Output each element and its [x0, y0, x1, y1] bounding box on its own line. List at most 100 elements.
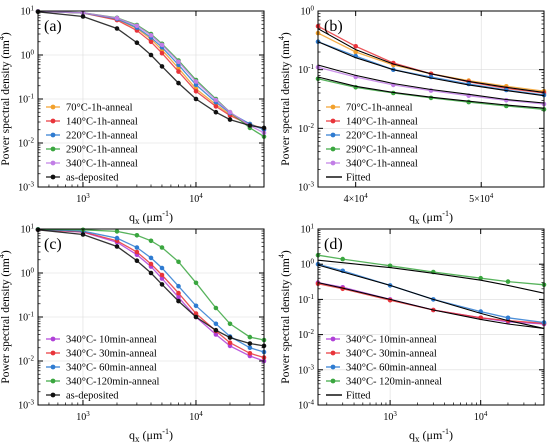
y-tick-exponent: -2: [308, 122, 314, 130]
fitted-line: [317, 264, 545, 329]
data-point: [227, 343, 233, 349]
x-axis-label-exponent: -1: [442, 209, 449, 218]
series-line: [317, 25, 545, 94]
data-point: [213, 321, 219, 327]
data-point: [193, 314, 199, 320]
legend-swatch-marker: [50, 104, 56, 110]
data-point: [505, 279, 511, 284]
series-line: [317, 254, 545, 286]
x-axis-label-subscript: x: [415, 216, 420, 226]
x-tick-exponent: 3: [86, 192, 90, 200]
legend-label: as-deposited: [66, 173, 119, 184]
y-tick-exponent: -2: [308, 328, 314, 336]
legend-swatch-marker: [330, 146, 336, 152]
data-point: [193, 303, 199, 309]
fitted-line: [317, 28, 545, 93]
legend-label: 340°C-120min-anneal: [66, 377, 160, 388]
legend-label: 340°C- 60min-anneal: [346, 363, 437, 374]
x-axis-label: qx (μm-1): [409, 427, 453, 443]
data-point: [478, 275, 484, 281]
x-tick-exponent: 4: [484, 410, 488, 418]
data-point: [148, 261, 154, 267]
data-point: [193, 96, 199, 102]
legend-label: 340°C- 60min-anneal: [66, 363, 157, 374]
x-axis-label: qx (μm-1): [409, 209, 453, 226]
x-axis-label-subscript: x: [415, 434, 420, 443]
legend-label: 340°C- 30min-anneal: [346, 349, 437, 360]
data-point: [193, 311, 199, 316]
data-point: [213, 305, 219, 311]
y-tick-label: 101: [301, 223, 315, 236]
x-tick-exponent: 4: [199, 192, 203, 200]
data-point: [114, 244, 120, 249]
data-point: [159, 276, 165, 281]
x-axis-label-close: ): [449, 428, 453, 442]
y-axis-label-exponent: 4: [277, 36, 286, 40]
data-point: [80, 232, 86, 237]
legend-swatch-marker: [330, 378, 336, 384]
y-tick-exponent: -3: [28, 181, 34, 189]
data-point: [247, 351, 253, 356]
data-point: [176, 80, 181, 86]
data-point: [80, 14, 86, 19]
series-line: [37, 10, 265, 130]
x-axis-label: qx (μm-1): [129, 427, 173, 443]
x-tick-label: 103: [76, 192, 90, 205]
y-tick-exponent: 1: [31, 5, 35, 13]
data-point: [504, 98, 509, 103]
data-point: [159, 42, 165, 48]
y-tick-exponent: -1: [28, 93, 34, 101]
series-line: [37, 229, 265, 347]
x-axis-label-close: ): [449, 210, 453, 224]
legend-label: 140°C-1h-anneal: [66, 117, 138, 128]
series-line: [37, 228, 265, 341]
data-point: [148, 39, 154, 45]
x-axis-label: qx (μm-1): [129, 209, 173, 226]
y-tick-label: 10-3: [298, 363, 314, 376]
y-axis-label: Power spectral density (nm4): [0, 32, 12, 166]
y-axis-label-close: ): [280, 32, 292, 36]
data-point: [213, 97, 219, 103]
data-point: [193, 79, 199, 84]
x-tick-label: 104: [189, 192, 203, 205]
x-axis-label-unit: (μm: [140, 428, 163, 442]
data-point: [353, 49, 359, 55]
data-point: [114, 229, 120, 234]
data-point: [148, 270, 154, 276]
data-point: [176, 69, 181, 74]
y-tick-exponent: 0: [31, 267, 35, 275]
y-tick-exponent: -2: [28, 355, 34, 363]
legend-label: 340°C- 30min-anneal: [66, 349, 157, 360]
legend-swatch-marker: [330, 160, 336, 166]
y-tick-exponent: -4: [308, 399, 314, 407]
legend-swatch-marker: [330, 336, 336, 342]
data-point: [193, 89, 199, 94]
x-axis-label-unit: (μm: [140, 210, 163, 224]
legend-swatch-marker: [50, 160, 56, 166]
plot-frame: [317, 10, 545, 188]
panel-label: (d): [324, 236, 343, 253]
panel-1: 4×104 5×104 10-3 10-2 10-1 100 (b) qx (μm-1) Pow…: [277, 5, 547, 226]
data-point: [159, 245, 165, 250]
y-tick-label: 100: [301, 258, 315, 271]
legend-label: 290°C-1h-anneal: [66, 145, 138, 156]
x-axis-label-exponent: -1: [442, 427, 449, 436]
fitted-line: [317, 282, 545, 329]
y-tick-exponent: -1: [308, 293, 314, 301]
data-point: [247, 334, 253, 340]
series-line: [37, 11, 265, 129]
y-axis-label-exponent: 4: [0, 254, 6, 258]
legend-swatch-marker: [50, 336, 56, 342]
data-point: [176, 290, 181, 296]
legend-label: as-deposited: [66, 391, 119, 402]
y-axis-label-close: ): [280, 250, 292, 254]
data-point: [193, 82, 199, 88]
x-axis-label-exponent: -1: [162, 209, 169, 218]
data-point: [176, 59, 181, 65]
x-tick-label: 104: [189, 410, 203, 423]
y-tick-label: 10-2: [18, 355, 34, 368]
y-tick-label: 100: [301, 5, 315, 18]
data-point: [340, 256, 346, 262]
data-point: [213, 104, 219, 109]
